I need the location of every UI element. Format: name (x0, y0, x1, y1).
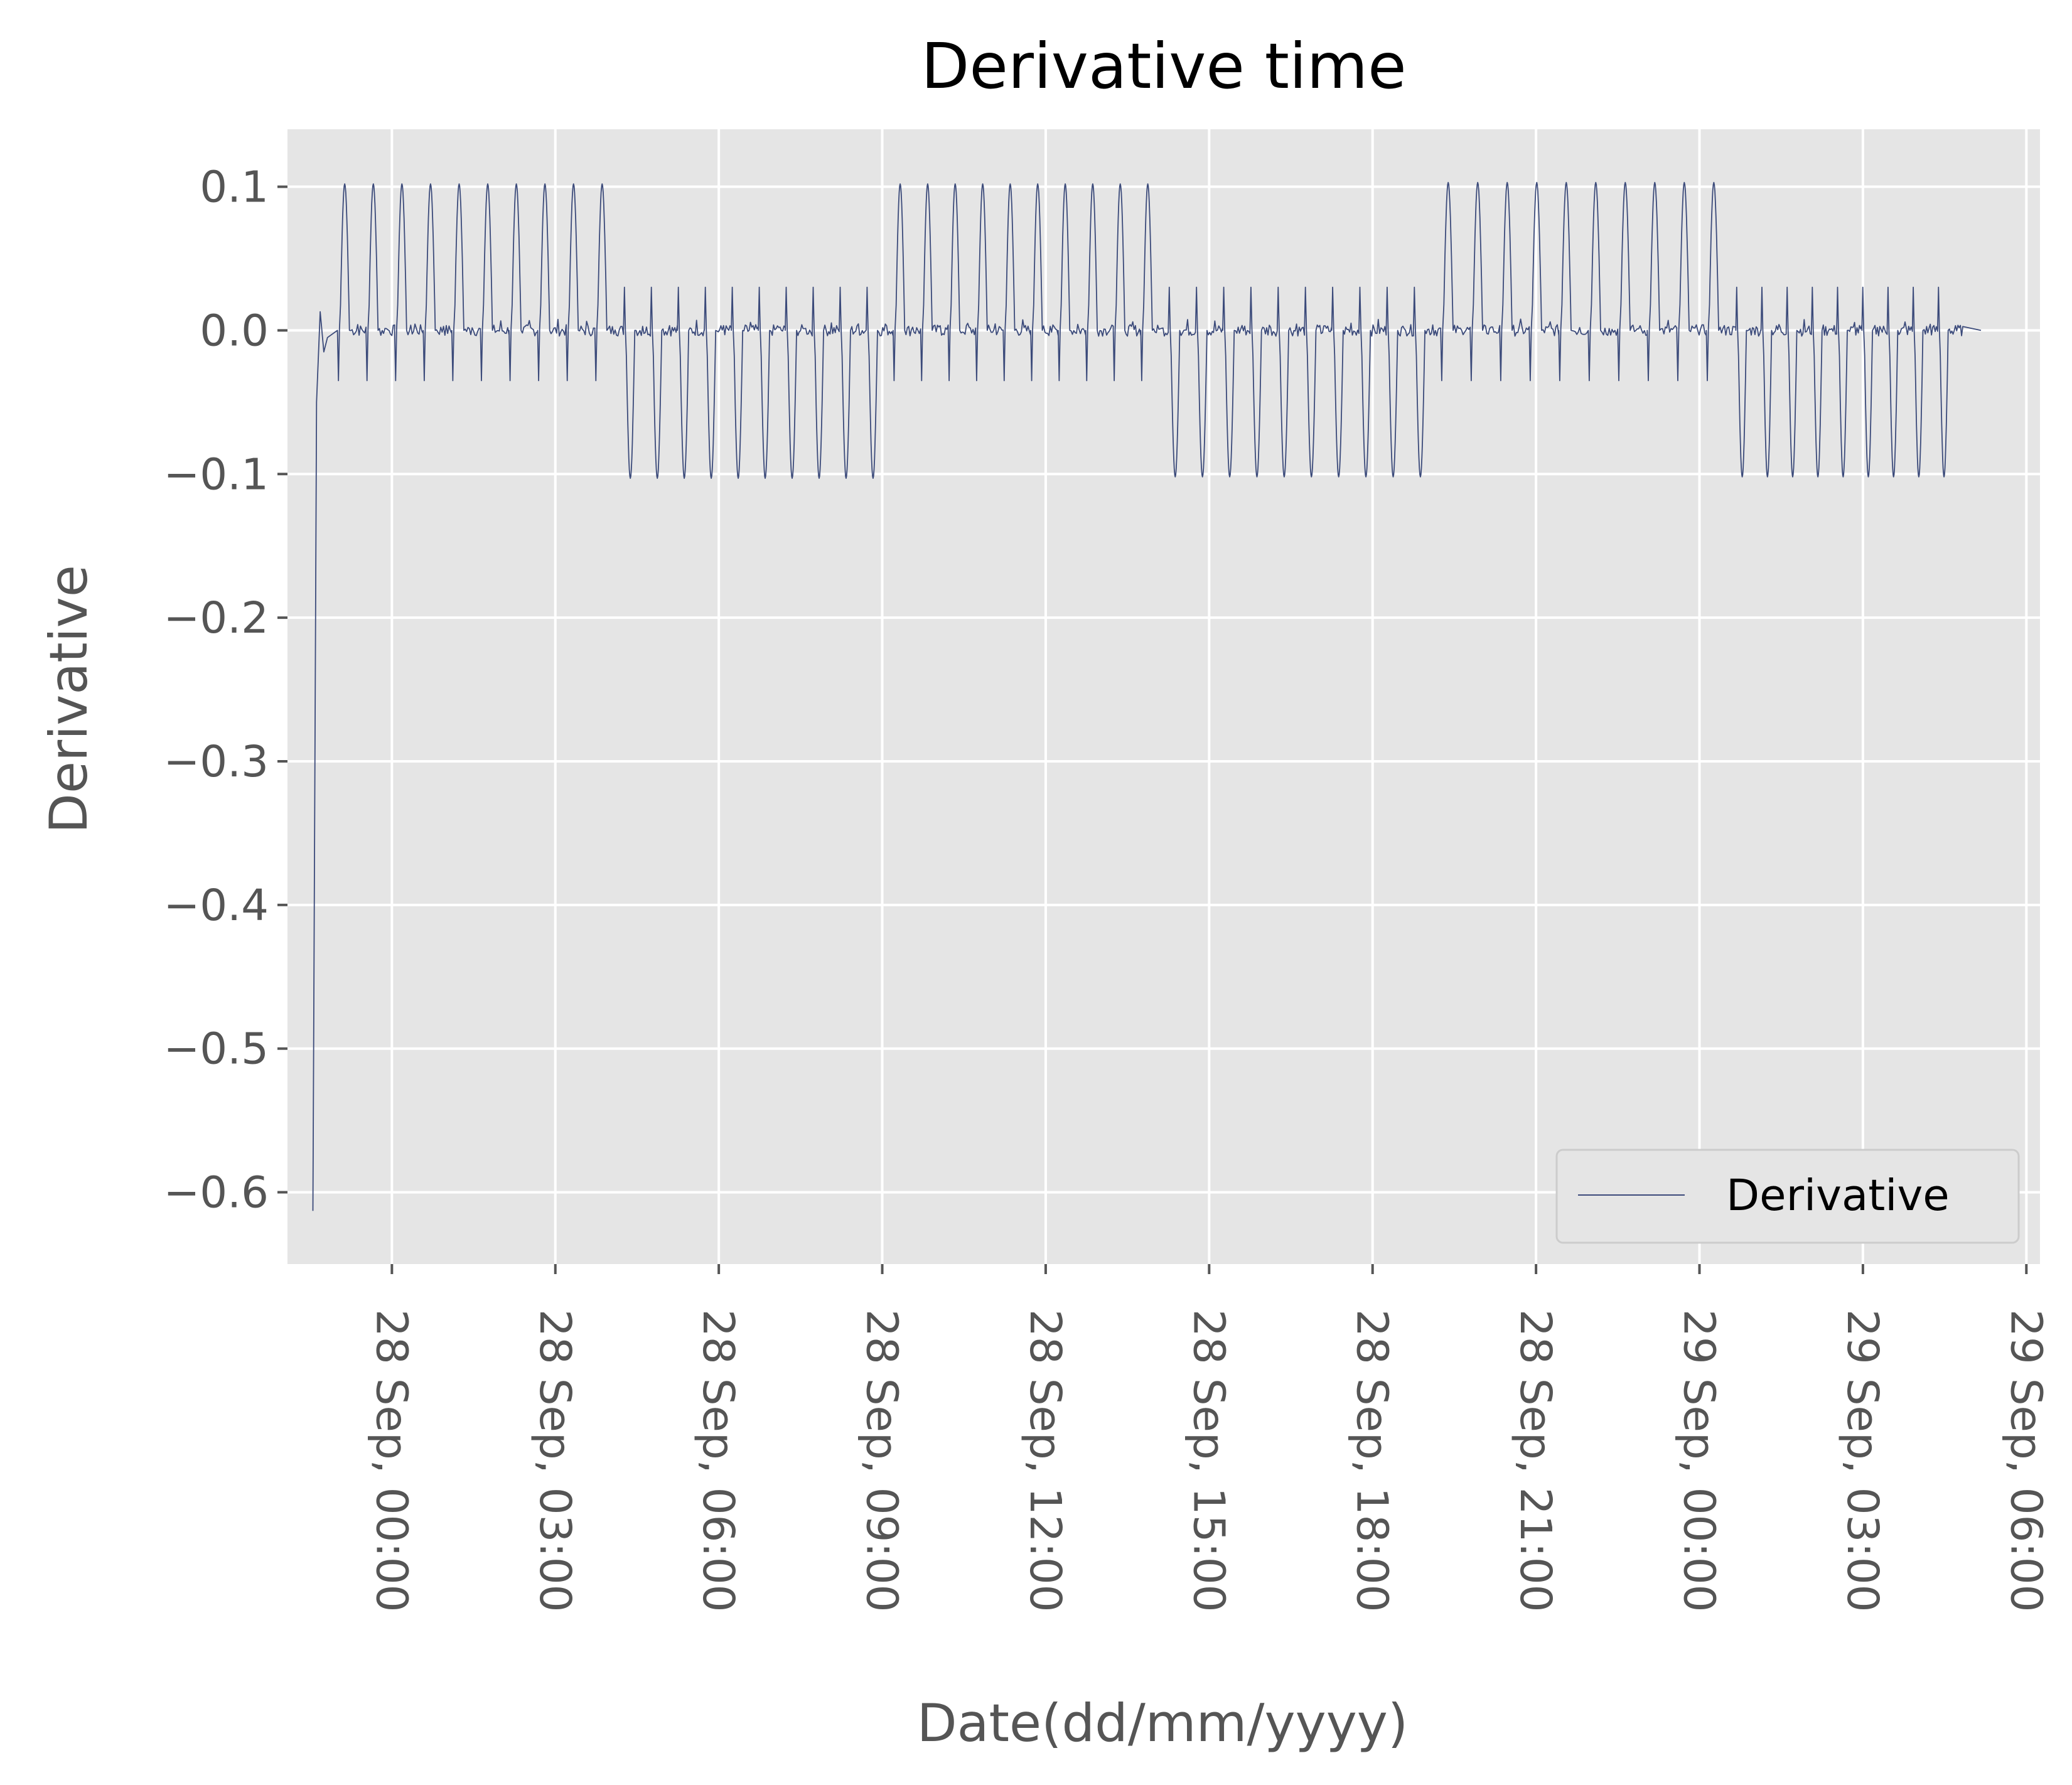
y-axis-label: Derivative (38, 565, 99, 834)
y-axis: 0.1 0.0 −0.1 −0.2 −0.3 −0.4 −0.5 −0.6 (163, 163, 287, 1218)
series-layer (312, 181, 1982, 1211)
x-tick-label: 29 Sep, 03:00 (1837, 1309, 1887, 1612)
y-tick-label: −0.3 (163, 737, 269, 787)
y-tick-label: 0.0 (200, 306, 269, 356)
grid (287, 129, 2040, 1264)
x-tick-label: 28 Sep, 03:00 (530, 1309, 580, 1612)
x-tick-label: 28 Sep, 15:00 (1183, 1309, 1233, 1612)
y-tick-label: −0.5 (163, 1024, 269, 1075)
x-axis-label: Date(dd/mm/yyyy) (917, 1693, 1409, 1754)
x-tick-label: 28 Sep, 18:00 (1347, 1309, 1397, 1612)
x-tick-label: 28 Sep, 09:00 (857, 1309, 907, 1612)
x-tick-label: 28 Sep, 21:00 (1510, 1309, 1560, 1612)
series-line-derivative (312, 181, 1982, 1211)
y-tick-label: −0.2 (163, 593, 269, 643)
legend-label-derivative: Derivative (1726, 1171, 1950, 1221)
plot-background (287, 129, 2040, 1264)
legend-box (1555, 1149, 2020, 1244)
legend: Derivative (1555, 1149, 2020, 1244)
chart-title: Derivative time (921, 29, 1406, 103)
y-tick-label: 0.1 (200, 163, 269, 213)
y-tick-label: −0.4 (163, 881, 269, 931)
y-tick-label: −0.6 (163, 1168, 269, 1218)
x-tick-label: 28 Sep, 12:00 (1020, 1309, 1070, 1612)
x-axis: 28 Sep, 00:00 28 Sep, 03:00 28 Sep, 06:00 2… (366, 1264, 2051, 1612)
x-tick-label: 29 Sep, 00:00 (1674, 1309, 1724, 1612)
x-tick-label: 28 Sep, 00:00 (366, 1309, 416, 1612)
x-tick-label: 29 Sep, 06:00 (2000, 1309, 2051, 1612)
x-tick-label: 28 Sep, 06:00 (693, 1309, 743, 1612)
y-tick-label: −0.1 (163, 449, 269, 500)
